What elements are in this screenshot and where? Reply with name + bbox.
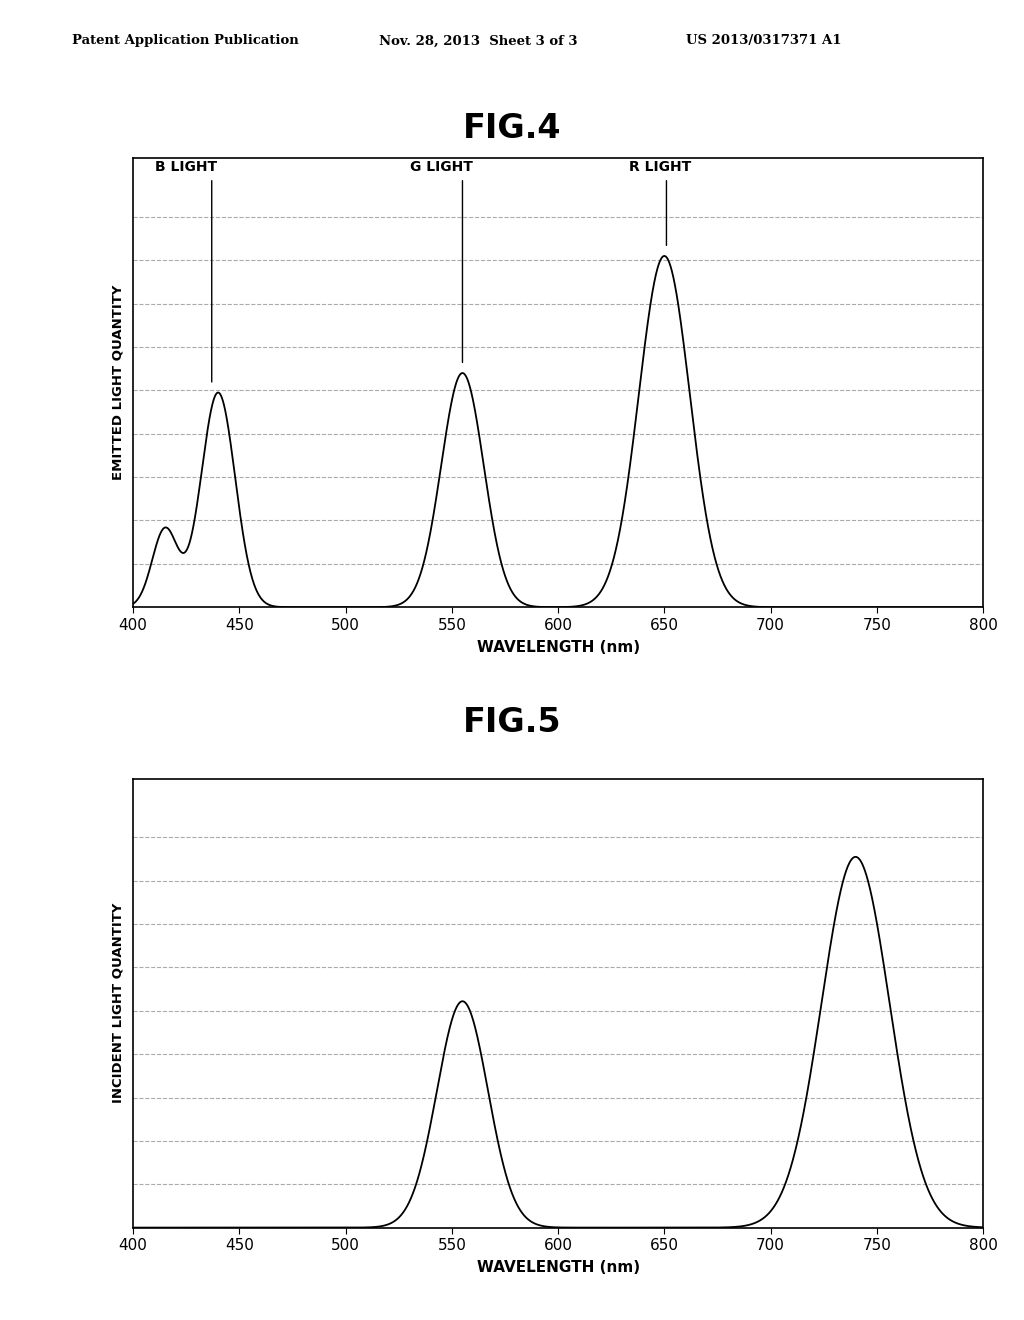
Text: G LIGHT: G LIGHT [410,160,473,174]
Text: R LIGHT: R LIGHT [629,160,691,174]
Text: FIG.4: FIG.4 [463,112,561,145]
X-axis label: WAVELENGTH (nm): WAVELENGTH (nm) [476,1261,640,1275]
Text: US 2013/0317371 A1: US 2013/0317371 A1 [686,34,842,48]
Y-axis label: INCIDENT LIGHT QUANTITY: INCIDENT LIGHT QUANTITY [112,903,125,1104]
Y-axis label: EMITTED LIGHT QUANTITY: EMITTED LIGHT QUANTITY [112,285,125,480]
Text: Nov. 28, 2013  Sheet 3 of 3: Nov. 28, 2013 Sheet 3 of 3 [379,34,578,48]
Text: B LIGHT: B LIGHT [156,160,217,174]
Text: Patent Application Publication: Patent Application Publication [72,34,298,48]
Text: FIG.5: FIG.5 [463,706,561,739]
X-axis label: WAVELENGTH (nm): WAVELENGTH (nm) [476,640,640,655]
